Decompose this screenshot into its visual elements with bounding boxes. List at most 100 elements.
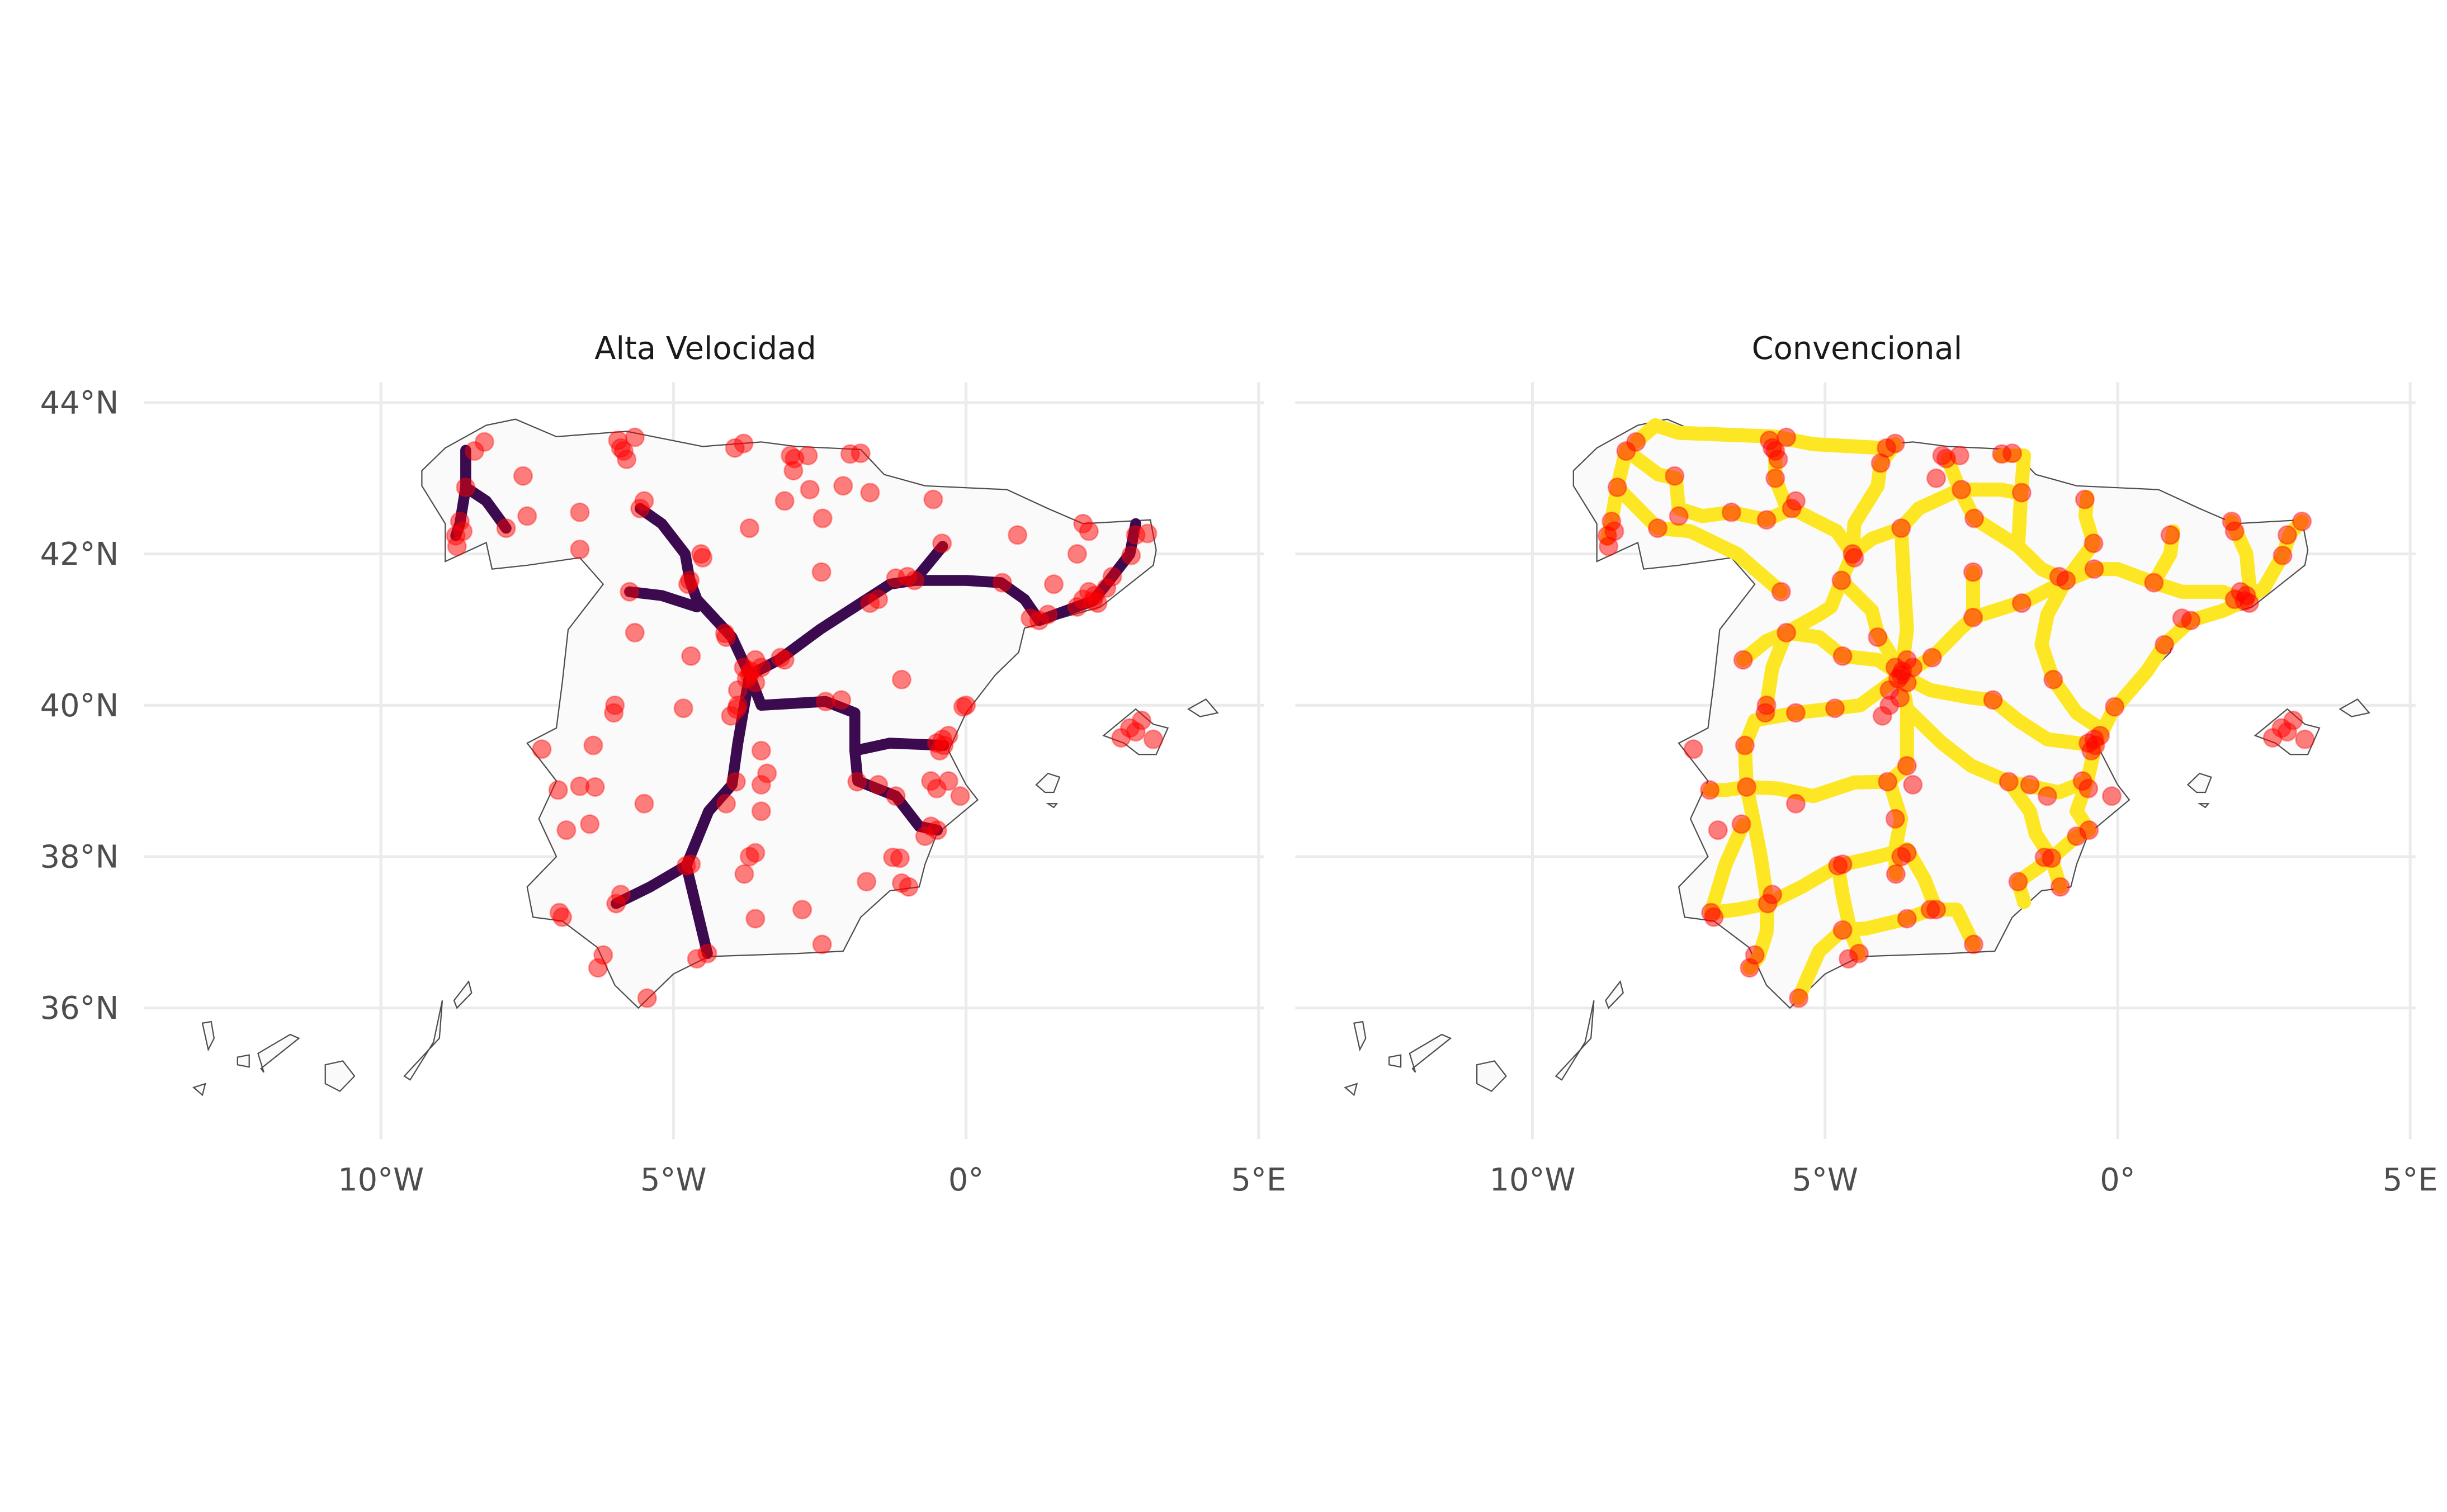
station-point bbox=[2011, 593, 2032, 613]
station-point bbox=[1088, 593, 1108, 613]
station-point bbox=[2295, 729, 2315, 749]
station-point bbox=[2101, 786, 2122, 806]
rail-line bbox=[681, 860, 713, 959]
station-point bbox=[2277, 525, 2298, 545]
y-tick-label: 44°N bbox=[40, 385, 119, 421]
rail-line bbox=[1952, 483, 2025, 554]
station-point bbox=[891, 669, 912, 689]
island-ibiza bbox=[1035, 772, 1061, 793]
station-point bbox=[1897, 843, 1917, 863]
island-el-hierro bbox=[192, 1083, 206, 1097]
station-point bbox=[2011, 483, 2032, 503]
station-point bbox=[774, 491, 795, 511]
station-point bbox=[811, 562, 832, 582]
station-point bbox=[726, 772, 746, 792]
rail-line bbox=[1704, 818, 1750, 920]
station-point bbox=[681, 854, 701, 875]
station-point bbox=[1708, 820, 1728, 840]
rail-line bbox=[624, 586, 702, 613]
station-point bbox=[583, 735, 603, 755]
station-point bbox=[2155, 635, 2175, 655]
station-point bbox=[611, 438, 631, 458]
station-point bbox=[1721, 502, 1741, 522]
x-tick-label: 5°E bbox=[2383, 1162, 2438, 1198]
y-tick-label: 36°N bbox=[40, 990, 119, 1027]
island-tenerife bbox=[1409, 1033, 1452, 1073]
station-point bbox=[1067, 597, 1087, 617]
station-point bbox=[2160, 525, 2180, 545]
station-point bbox=[815, 691, 836, 712]
station-point bbox=[1704, 907, 1724, 927]
station-point bbox=[1868, 627, 1888, 648]
y-tick-label: 38°N bbox=[40, 839, 119, 876]
island-la-palma bbox=[201, 1020, 215, 1052]
x-tick-label: 5°W bbox=[1792, 1162, 1858, 1198]
station-point bbox=[751, 740, 771, 761]
station-point bbox=[2067, 826, 2087, 847]
station-point bbox=[715, 623, 735, 644]
rail-line bbox=[1739, 779, 1775, 911]
station-point bbox=[1926, 468, 1947, 488]
station-point bbox=[883, 847, 903, 867]
island-fuerteventura bbox=[1555, 1000, 1595, 1081]
station-point bbox=[1983, 690, 2003, 710]
island-fuerteventura bbox=[403, 1000, 443, 1081]
station-point bbox=[570, 502, 590, 522]
island-formentera bbox=[2197, 803, 2210, 809]
station-point bbox=[1762, 438, 1783, 458]
station-point bbox=[929, 740, 950, 761]
station-point bbox=[938, 771, 958, 791]
station-point bbox=[673, 698, 693, 719]
spain-basemap bbox=[192, 418, 1219, 1097]
rail-line bbox=[1703, 668, 1909, 797]
station-point bbox=[2081, 740, 2101, 761]
station-point bbox=[1949, 446, 1970, 466]
station-point bbox=[1951, 480, 1972, 500]
station-point bbox=[1870, 453, 1891, 473]
station-point bbox=[2078, 778, 2099, 798]
station-point bbox=[774, 650, 795, 670]
station-point bbox=[1736, 777, 1757, 797]
station-point bbox=[2283, 710, 2303, 730]
station-point bbox=[1647, 518, 1668, 538]
station-point bbox=[456, 477, 476, 498]
station-point bbox=[570, 776, 590, 796]
x-axis-ticks: 10°W 5°W 0° 5°E bbox=[338, 1162, 1286, 1198]
station-point bbox=[716, 793, 736, 814]
island-ibiza bbox=[2186, 772, 2212, 793]
station-point bbox=[1839, 949, 1859, 969]
station-point bbox=[2034, 847, 2054, 867]
panel-convencional: Convencional 10°W 5°W 0° 5°E bbox=[1295, 330, 2438, 1198]
station-point bbox=[1665, 466, 1685, 486]
station-point bbox=[2043, 669, 2063, 689]
station-point bbox=[2002, 443, 2023, 464]
rail-line bbox=[1792, 923, 1850, 1005]
station-point bbox=[1079, 521, 1099, 541]
station-point bbox=[868, 774, 889, 795]
station-point bbox=[1765, 468, 1785, 488]
station-point bbox=[1733, 650, 1753, 670]
rail-line bbox=[1739, 774, 1895, 804]
station-point bbox=[2084, 533, 2104, 554]
station-point bbox=[517, 506, 537, 526]
island-lanzarote bbox=[1605, 980, 1624, 1009]
station-point bbox=[1121, 545, 1141, 565]
station-point bbox=[625, 427, 645, 447]
panel-alta-velocidad: Alta Velocidad 10°W 5°W 0° 5°E 36°N 38°N… bbox=[40, 330, 1286, 1198]
station-point bbox=[1832, 646, 1853, 666]
rail-line bbox=[1831, 858, 1866, 961]
station-point bbox=[1832, 920, 1853, 940]
station-point bbox=[1785, 793, 1806, 814]
station-point bbox=[857, 872, 877, 892]
x-tick-label: 0° bbox=[2100, 1162, 2135, 1198]
x-tick-label: 5°W bbox=[640, 1162, 707, 1198]
station-point bbox=[556, 820, 577, 840]
station-point bbox=[1844, 547, 1864, 568]
island-menorca bbox=[2339, 698, 2370, 717]
station-point bbox=[1891, 518, 1911, 538]
station-point bbox=[1825, 698, 1845, 719]
station-point bbox=[1926, 900, 1947, 920]
station-point bbox=[2049, 566, 2069, 587]
station-point bbox=[886, 568, 906, 588]
station-point bbox=[1771, 582, 1791, 602]
